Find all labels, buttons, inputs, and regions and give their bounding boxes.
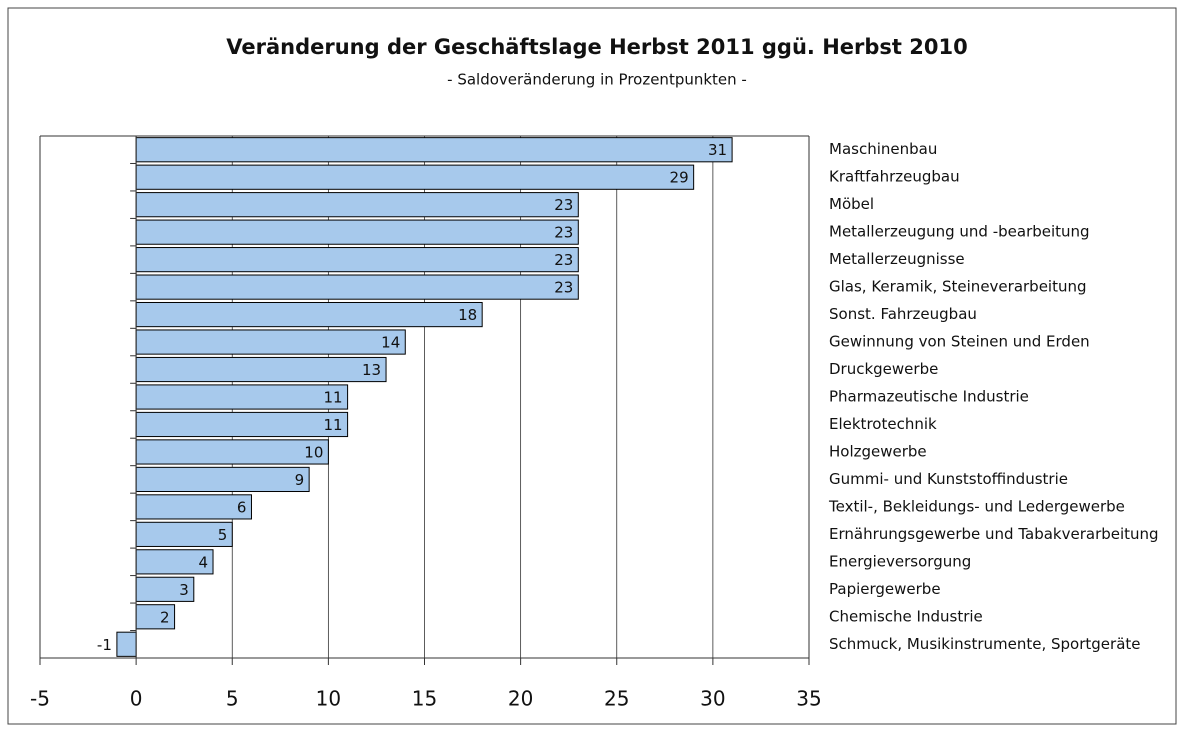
bar: [135, 576, 195, 602]
value-label: 10: [304, 443, 323, 461]
bar: [116, 631, 137, 657]
bar: [135, 439, 329, 465]
x-tick-label: 0: [130, 687, 143, 711]
bar: [135, 466, 310, 493]
value-label: 6: [237, 498, 247, 516]
bar: [135, 329, 406, 355]
category-label: Kraftfahrzeugbau: [829, 168, 960, 186]
value-label: 3: [179, 581, 189, 599]
category-label: Möbel: [829, 195, 874, 213]
bar: [135, 137, 733, 163]
value-label: 13: [362, 361, 381, 379]
value-label: 5: [218, 526, 228, 544]
x-tick-label: 30: [700, 687, 725, 711]
bar: [135, 549, 214, 575]
category-label: Textil-, Bekleidungs- und Ledergewerbe: [828, 497, 1125, 515]
bar: [135, 411, 349, 438]
bar: [135, 219, 579, 245]
category-label: Gummi- und Kunststoffindustrie: [829, 470, 1068, 488]
x-tick-label: -5: [30, 687, 50, 711]
category-label: Glas, Keramik, Steineverarbeitung: [829, 278, 1087, 296]
category-label: Druckgewerbe: [829, 360, 938, 378]
chart-title: Veränderung der Geschäftslage Herbst 201…: [226, 35, 967, 59]
chart-subtitle: - Saldoveränderung in Prozentpunkten -: [447, 71, 747, 89]
category-label: Metallerzeugung und -bearbeitung: [829, 223, 1090, 241]
bar: [135, 301, 483, 328]
category-label: Schmuck, Musikinstrumente, Sportgeräte: [829, 635, 1141, 653]
bar: [135, 356, 387, 383]
value-label: 18: [458, 306, 477, 324]
bar: [135, 384, 349, 410]
value-label: 23: [554, 279, 573, 297]
value-label: 9: [295, 471, 305, 489]
x-tick-label: 5: [226, 687, 239, 711]
category-label: Gewinnung von Steinen und Erden: [829, 333, 1090, 351]
bar: [135, 604, 176, 630]
value-label: -1: [97, 636, 112, 654]
bar: [135, 521, 233, 547]
value-label: 31: [708, 141, 727, 159]
category-label: Holzgewerbe: [829, 442, 927, 460]
value-label: 11: [324, 416, 343, 434]
category-label: Elektrotechnik: [829, 415, 937, 433]
value-label: 23: [554, 251, 573, 269]
bar: [135, 247, 579, 273]
x-tick-label: 35: [796, 687, 821, 711]
value-label: 23: [554, 196, 573, 214]
category-label: Chemische Industrie: [829, 607, 983, 625]
bar: [135, 274, 579, 300]
bar: [135, 192, 579, 218]
value-label: 4: [198, 553, 208, 571]
x-tick-label: 15: [412, 687, 437, 711]
bar: [135, 494, 252, 520]
category-label: Metallerzeugnisse: [829, 250, 965, 268]
x-tick-label: 20: [508, 687, 533, 711]
value-label: 23: [554, 224, 573, 242]
x-tick-label: 10: [316, 687, 341, 711]
value-label: 2: [160, 608, 170, 626]
category-label: Pharmazeutische Industrie: [829, 388, 1029, 406]
category-label: Maschinenbau: [829, 140, 937, 158]
category-label: Sonst. Fahrzeugbau: [829, 305, 977, 323]
x-tick-label: 25: [604, 687, 629, 711]
category-label: Papiergewerbe: [829, 580, 941, 598]
category-label: Energieversorgung: [829, 552, 971, 570]
category-label: Ernährungsgewerbe und Tabakverarbeitung: [829, 525, 1159, 543]
value-label: 14: [381, 334, 400, 352]
value-label: 11: [324, 389, 343, 407]
bar: [135, 164, 695, 190]
value-label: 29: [670, 169, 689, 187]
